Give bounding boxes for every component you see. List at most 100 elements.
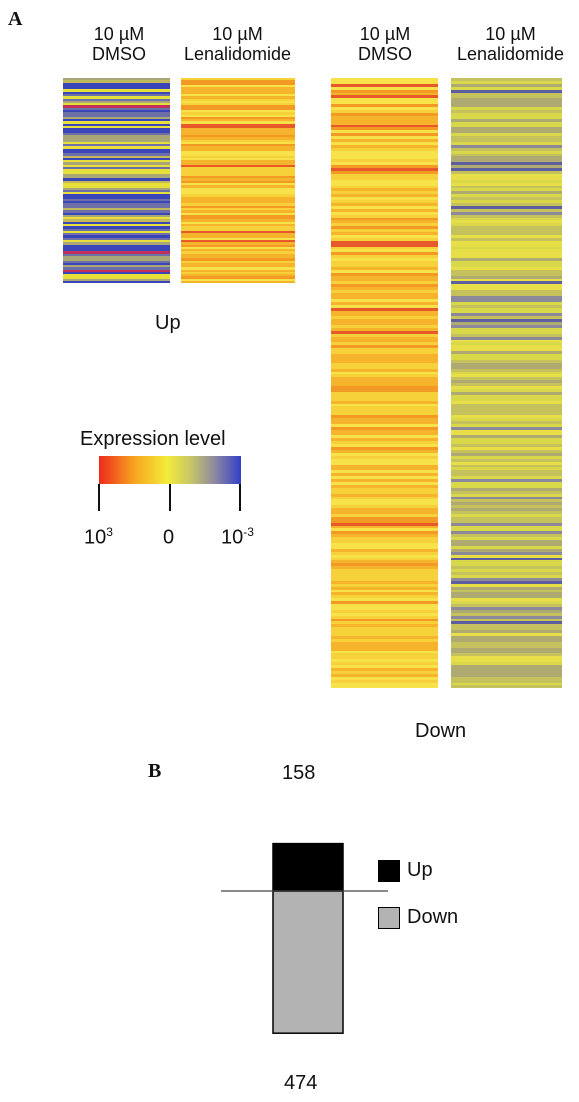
- heatmap-stripe: [181, 107, 295, 110]
- heatmap-stripe: [451, 458, 562, 462]
- heatmap-stripe: [331, 423, 438, 427]
- heatmap-stripe: [63, 80, 170, 83]
- heatmap-stripe: [451, 197, 562, 201]
- heatmap-stripe: [331, 368, 438, 372]
- heatmap-stripe: [331, 432, 438, 436]
- heatmap-stripe: [331, 121, 438, 125]
- heatmap-stripe: [181, 281, 295, 284]
- heatmap-stripe: [331, 516, 438, 520]
- heatmap-stripe: [63, 128, 170, 131]
- heatmap-stripe: [451, 423, 562, 427]
- heatmap-stripe: [451, 220, 562, 224]
- heatmap-stripe: [451, 493, 562, 497]
- up-len-column-label: 10 µM Lenalidomide: [175, 24, 300, 64]
- heatmap-stripe: [451, 287, 562, 291]
- heatmap-stripe: [63, 103, 170, 106]
- heatmap-stripe: [181, 217, 295, 220]
- heatmap-stripe: [451, 200, 562, 203]
- heatmap-stripe: [331, 487, 438, 491]
- heatmap-stripe: [181, 121, 295, 124]
- heatmap-stripe: [451, 147, 562, 151]
- heatmap-stripe: [451, 362, 562, 366]
- heatmap-stripe: [331, 505, 438, 509]
- heatmap-stripe: [331, 682, 438, 686]
- heatmap-stripe: [451, 595, 562, 599]
- heatmap-stripe: [451, 109, 562, 113]
- heatmap-stripe: [451, 496, 562, 500]
- heatmap-stripe: [331, 513, 438, 517]
- heatmap-stripe: [451, 574, 562, 578]
- heatmap-stripe: [451, 653, 562, 657]
- heatmap-stripe: [451, 127, 562, 131]
- heatmap-stripe: [451, 383, 562, 387]
- heatmap-stripe: [451, 412, 562, 416]
- heatmap-stripe: [63, 169, 170, 172]
- heatmap-stripe: [451, 487, 562, 491]
- heatmap-stripe: [331, 252, 438, 256]
- heatmap-stripe: [451, 543, 562, 546]
- heatmap-up-dmso: [63, 78, 170, 284]
- heatmap-stripe: [181, 105, 295, 108]
- heatmap-stripe: [181, 237, 295, 240]
- heatmap-stripe: [63, 274, 170, 277]
- heatmap-stripe: [331, 662, 438, 666]
- colorscale-label-high: 103: [84, 525, 113, 549]
- heatmap-stripe: [331, 176, 438, 180]
- heatmap-stripe: [331, 165, 438, 169]
- heatmap-stripe: [331, 345, 438, 349]
- heatmap-stripe: [181, 137, 295, 140]
- heatmap-stripe: [451, 95, 562, 99]
- heatmap-stripe: [331, 653, 438, 657]
- heatmap-stripe: [63, 87, 170, 90]
- heatmap-stripe: [181, 246, 295, 250]
- heatmap-stripe: [451, 601, 562, 605]
- heatmap-stripe: [181, 212, 295, 215]
- heatmap-stripe: [451, 415, 562, 419]
- heatmap-stripe: [331, 560, 438, 564]
- heatmap-stripe: [451, 104, 562, 108]
- heatmap-stripe: [451, 673, 562, 677]
- heatmap-stripe: [63, 251, 170, 254]
- up-dmso-column-label: 10 µM DMSO: [64, 24, 174, 64]
- heatmap-stripe: [63, 281, 170, 284]
- heatmap-stripe: [331, 418, 438, 421]
- heatmap-stripe: [331, 519, 438, 523]
- heatmap-stripe: [181, 262, 295, 266]
- heatmap-stripe: [331, 403, 438, 407]
- heatmap-stripe: [181, 253, 295, 256]
- heatmap-stripe: [181, 80, 295, 83]
- heatmap-stripe: [181, 84, 295, 88]
- heatmap-stripe: [331, 644, 438, 648]
- heatmap-stripe: [451, 432, 562, 436]
- heatmap-stripe: [451, 313, 562, 317]
- heatmap-stripe: [331, 217, 438, 221]
- down-caption: Down: [415, 720, 467, 742]
- heatmap-stripe: [331, 615, 438, 619]
- heatmap-stripe: [181, 155, 295, 158]
- heatmap-stripe: [181, 160, 295, 163]
- heatmap-stripe: [331, 665, 438, 668]
- heatmap-stripe: [451, 621, 562, 625]
- heatmap-stripe: [451, 682, 562, 686]
- heatmap-stripe: [181, 208, 295, 211]
- heatmap-stripe: [451, 205, 562, 209]
- heatmap-stripe: [63, 100, 170, 104]
- heatmap-stripe: [331, 641, 438, 645]
- heatmap-stripe: [331, 232, 438, 235]
- heatmap-stripe: [181, 180, 295, 183]
- heatmap-stripe: [63, 242, 170, 245]
- heatmap-stripe: [451, 641, 562, 645]
- heatmap-stripe: [451, 150, 562, 154]
- heatmap-stripe: [331, 78, 438, 81]
- heatmap-stripe: [451, 511, 562, 514]
- heatmap-stripe: [181, 89, 295, 92]
- heatmap-stripe: [451, 266, 562, 270]
- heatmap-stripe: [331, 624, 438, 628]
- heatmap-stripe: [451, 630, 562, 634]
- heatmap-stripe: [331, 362, 438, 366]
- heatmap-stripe: [181, 258, 295, 261]
- heatmap-stripe: [63, 166, 170, 170]
- heatmap-stripe: [331, 293, 438, 296]
- heatmap-stripe: [63, 189, 170, 193]
- heatmap-stripe: [331, 109, 438, 113]
